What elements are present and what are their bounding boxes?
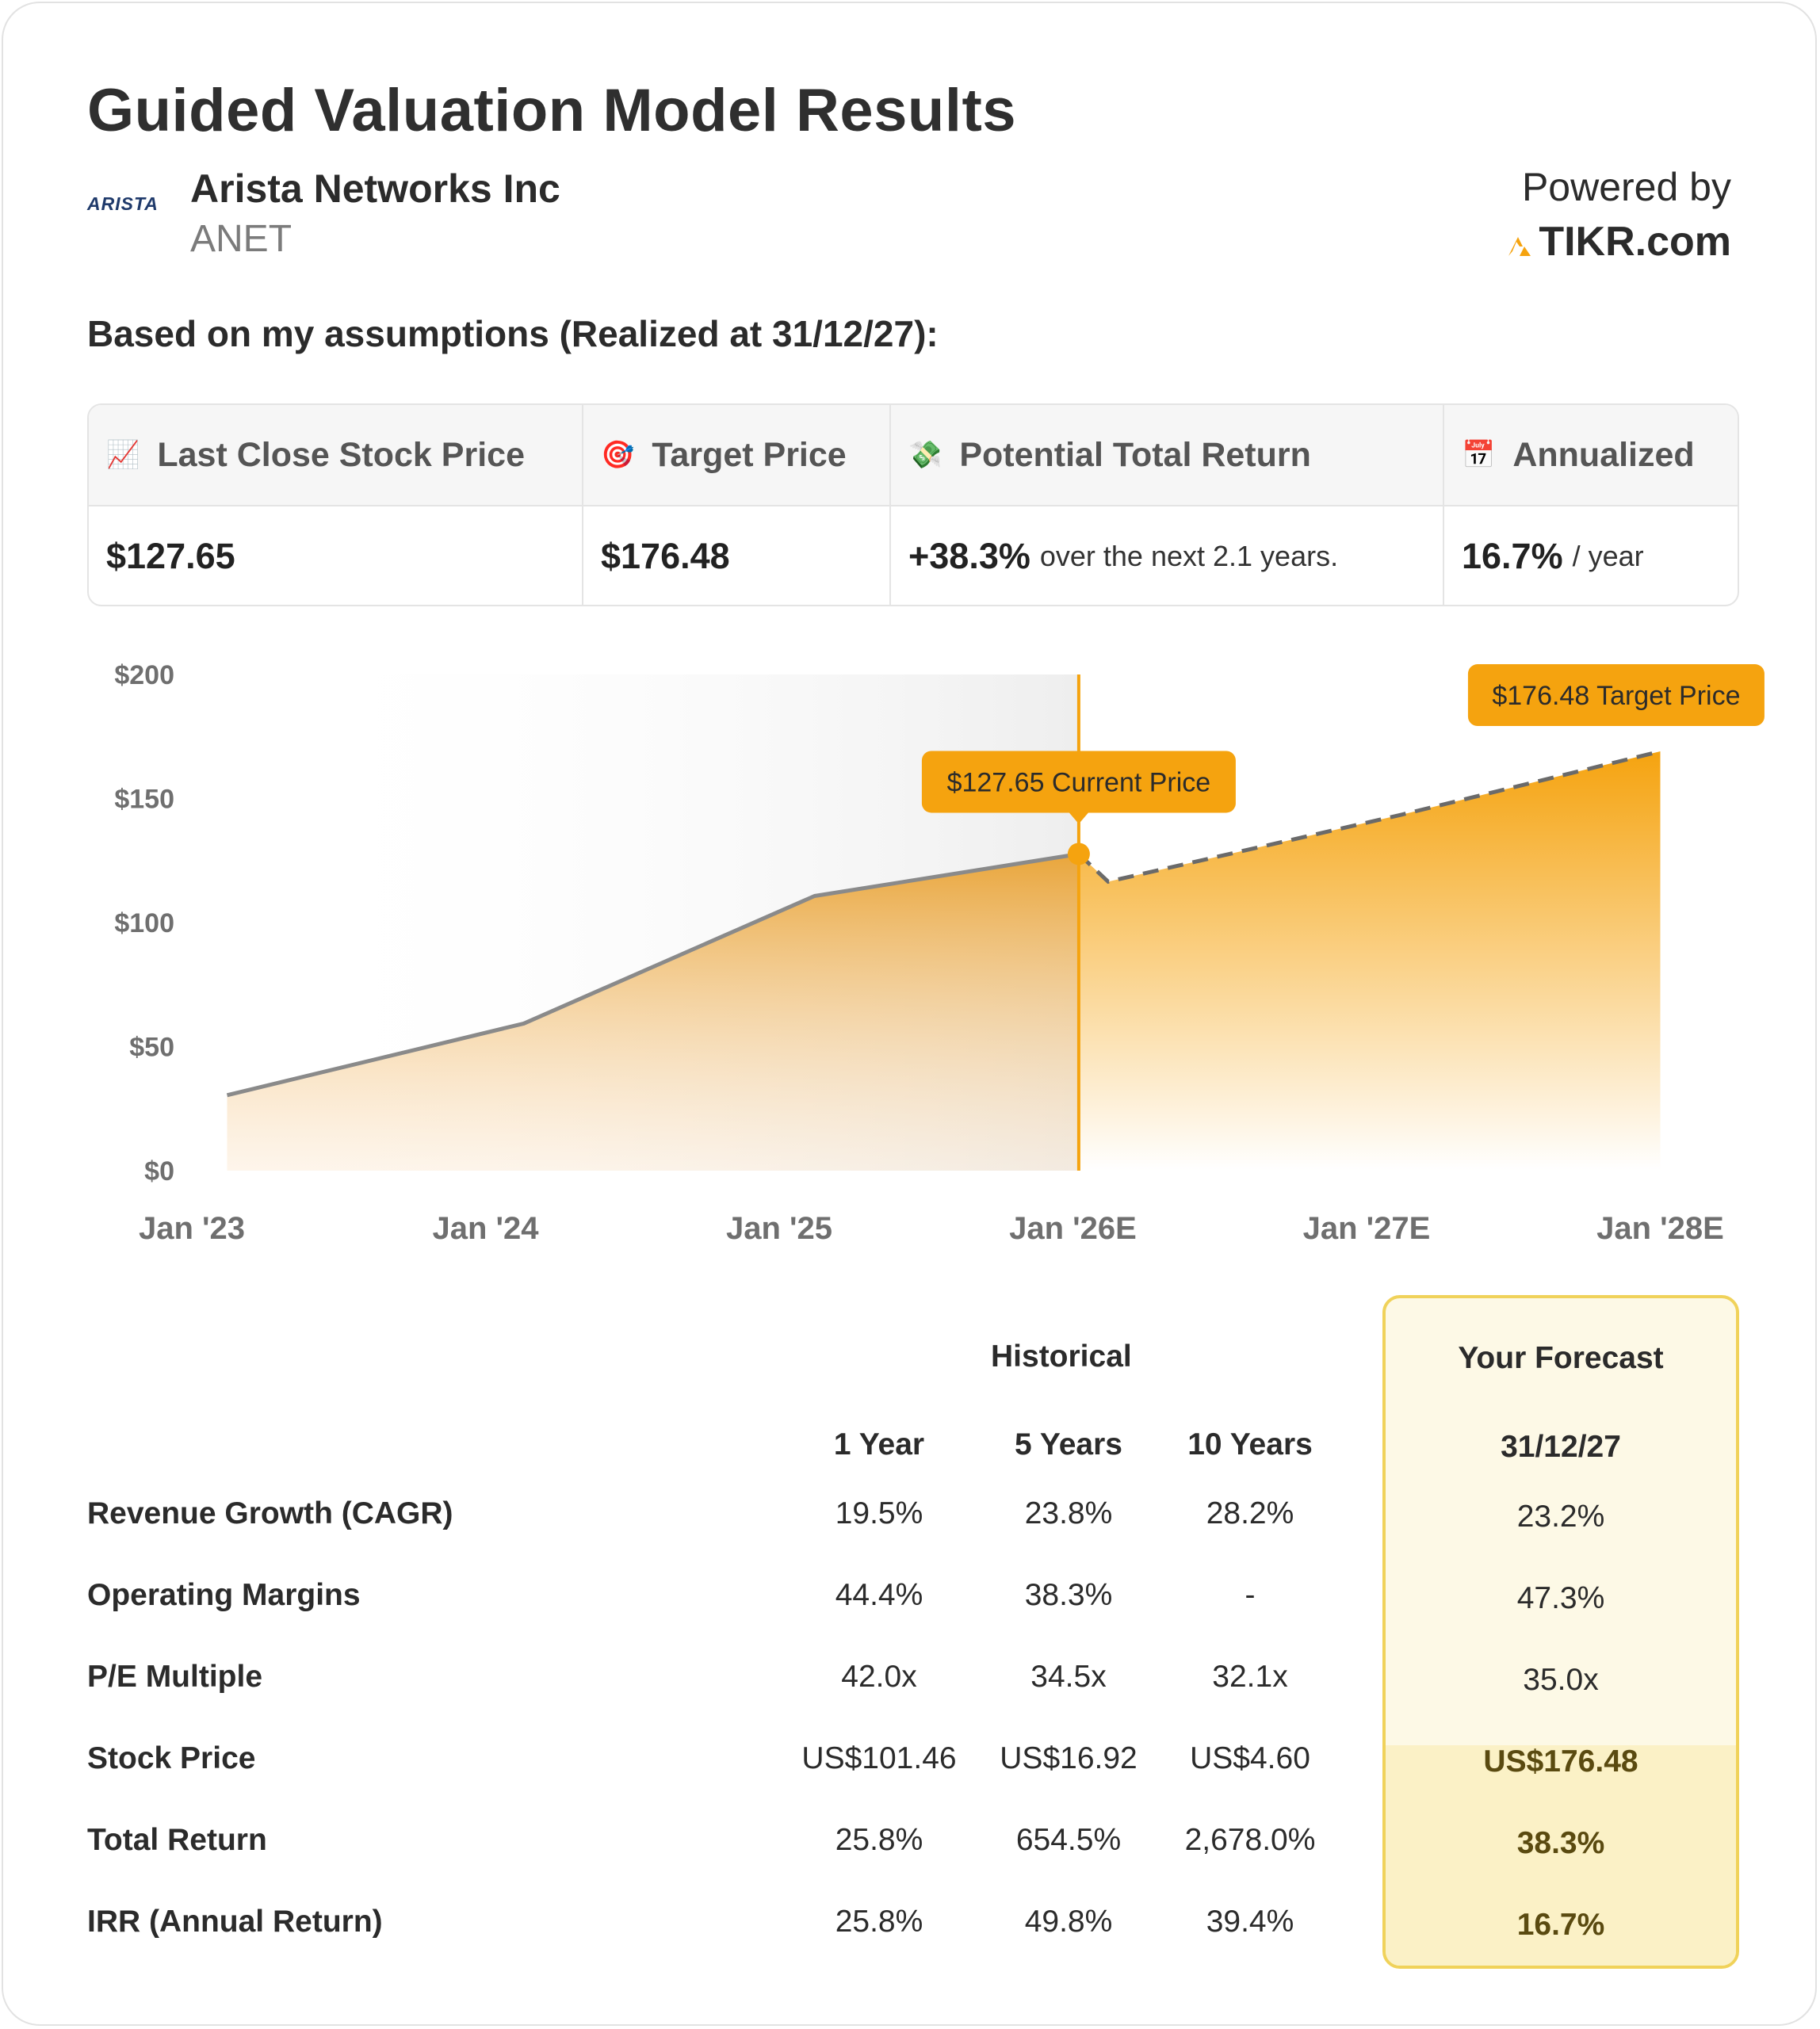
cell-pe-forecast[interactable]: 35.0x — [1523, 1663, 1599, 1697]
x-tick-label: Jan '27E — [1303, 1211, 1431, 1246]
cell-pe-1y: 42.0x — [841, 1660, 917, 1694]
col-1-year: 1 Year — [833, 1427, 925, 1462]
forecast-area — [1078, 751, 1661, 1171]
summary-value-row: $127.65 $176.48 +38.3% over the next 2.1… — [89, 506, 1738, 605]
row-label-stock-price: Stock Price — [87, 1741, 256, 1775]
row-label-revenue-growth: Revenue Growth (CAGR) — [87, 1496, 453, 1530]
arista-logo: ARISTA — [87, 193, 159, 214]
total-return-suffix: over the next 2.1 years. — [1039, 540, 1339, 572]
summary-header-target: 🎯 Target Price — [583, 405, 891, 505]
y-tick-label: $0 — [144, 1156, 174, 1186]
target-price-tooltip: $176.48 Target Price — [1467, 664, 1765, 727]
col-10-years: 10 Years — [1187, 1427, 1313, 1462]
forecast-price-line — [1077, 749, 1661, 885]
last-close-value: $127.65 — [89, 506, 583, 605]
historical-price-line — [226, 852, 1080, 1098]
cell-revenue-5y: 23.8% — [1024, 1496, 1113, 1530]
x-tick-label: Jan '25 — [726, 1211, 832, 1246]
cell-irr-1y: 25.8% — [835, 1905, 923, 1939]
cell-pe-5y: 34.5x — [1030, 1660, 1107, 1694]
current-price-point[interactable] — [1067, 843, 1090, 865]
y-tick-label: $200 — [114, 660, 174, 690]
x-tick-label: Jan '28E — [1596, 1211, 1724, 1246]
ticker-symbol: ANET — [190, 218, 292, 260]
summary-header-label: Annualized — [1512, 435, 1695, 474]
total-return-value: +38.3% — [908, 536, 1030, 576]
x-tick-label: Jan '23 — [139, 1211, 245, 1246]
target-price-label: $176.48 Target Price — [1492, 681, 1740, 711]
cell-revenue-10y: 28.2% — [1206, 1496, 1294, 1530]
calendar-icon: 📅 — [1462, 440, 1496, 470]
cell-price-1y: US$101.46 — [801, 1741, 957, 1775]
y-axis: $200 $150 $100 $50 $0 — [114, 660, 174, 1186]
total-return-cell: +38.3% over the next 2.1 years. — [891, 506, 1444, 605]
summary-header-label: Target Price — [652, 435, 847, 474]
y-tick-label: $50 — [129, 1033, 174, 1063]
current-price-tooltip-box — [921, 751, 1236, 813]
cell-return-5y: 654.5% — [1015, 1823, 1122, 1857]
tikr-brand: TIKR.com — [1539, 219, 1731, 265]
cell-return-forecast: 38.3% — [1516, 1826, 1605, 1860]
tikr-logo-icon — [1507, 220, 1532, 268]
annualized-suffix: / year — [1572, 540, 1644, 572]
cell-return-1y: 25.8% — [835, 1823, 923, 1857]
assumptions-heading: Based on my assumptions (Realized at 31/… — [87, 313, 939, 354]
price-chart: $200$150$100$50$0 Jan '23 Jan '24 Jan '25 J… — [114, 660, 1765, 1246]
annualized-value: 16.7% — [1462, 536, 1563, 576]
cell-price-5y: US$16.92 — [1000, 1741, 1138, 1775]
company-name: Arista Networks Inc — [190, 166, 560, 211]
summary-header-label: Last Close Stock Price — [157, 435, 525, 474]
forecast-header: Your Forecast — [1458, 1341, 1664, 1375]
col-forecast-date: 31/12/27 — [1501, 1430, 1621, 1464]
target-price-value: $176.48 — [583, 506, 891, 605]
money-icon: 💸 — [908, 440, 942, 470]
summary-table: 📈 Last Close Stock Price 🎯 Target Price … — [87, 403, 1739, 606]
summary-header-annualized: 📅 Annualized — [1444, 405, 1738, 505]
summary-header-last-close: 📈 Last Close Stock Price — [89, 405, 583, 505]
target-icon: 🎯 — [601, 440, 635, 470]
forecast-highlight — [1386, 1745, 1736, 1966]
cell-margins-forecast[interactable]: 47.3% — [1516, 1581, 1605, 1615]
summary-header-total-return: 💸 Potential Total Return — [891, 405, 1444, 505]
cell-irr-10y: 39.4% — [1206, 1905, 1294, 1939]
summary-header-row: 📈 Last Close Stock Price 🎯 Target Price … — [89, 405, 1738, 506]
tikr-brand-link[interactable]: TIKR.com — [1507, 218, 1731, 268]
metrics-table: Historical Your Forecast 1 Year 5 Years … — [3, 1271, 1820, 1985]
cell-pe-10y: 32.1x — [1212, 1660, 1288, 1694]
cell-irr-5y: 49.8% — [1024, 1905, 1113, 1939]
page-title: Guided Valuation Model Results — [87, 77, 1017, 144]
y-tick-label: $150 — [114, 785, 174, 815]
col-5-years: 5 Years — [1015, 1427, 1122, 1462]
cell-revenue-1y: 19.5% — [835, 1496, 923, 1530]
cell-price-10y: US$4.60 — [1190, 1741, 1310, 1775]
row-label-total-return: Total Return — [87, 1823, 267, 1857]
row-label-pe-multiple: P/E Multiple — [87, 1660, 263, 1694]
forecast-column-panel — [1382, 1295, 1739, 1969]
current-price-tooltip-arrow — [1069, 812, 1088, 824]
historical-header: Historical — [991, 1339, 1132, 1374]
powered-by-label: Powered by — [1521, 165, 1731, 209]
current-price-label: $127.65 Current Price — [947, 767, 1211, 797]
current-price-tooltip: $127.65 Current Price — [921, 751, 1236, 824]
cell-revenue-forecast[interactable]: 23.2% — [1516, 1500, 1605, 1534]
annualized-cell: 16.7% / year — [1444, 506, 1738, 605]
cell-margins-1y: 44.4% — [835, 1578, 923, 1612]
powered-by: Powered by TIKR.com — [1507, 164, 1731, 268]
row-label-operating-margins: Operating Margins — [87, 1578, 361, 1612]
chart-up-icon: 📈 — [106, 440, 140, 470]
cell-margins-10y: - — [1245, 1578, 1256, 1612]
historical-area — [227, 854, 1079, 1171]
x-tick-label: Jan '24 — [432, 1211, 539, 1246]
cell-irr-forecast: 16.7% — [1516, 1908, 1605, 1942]
summary-header-label: Potential Total Return — [959, 435, 1311, 474]
x-tick-label: Jan '26E — [1009, 1211, 1137, 1246]
y-tick-label: $100 — [114, 908, 174, 938]
target-price-tooltip-box — [1467, 664, 1765, 727]
row-label-irr: IRR (Annual Return) — [87, 1905, 383, 1939]
cell-price-forecast: US$176.48 — [1483, 1744, 1638, 1779]
cell-return-10y: 2,678.0% — [1184, 1823, 1316, 1857]
cell-margins-5y: 38.3% — [1024, 1578, 1113, 1612]
x-axis: Jan '23 Jan '24 Jan '25 Jan '26E Jan '27E Jan… — [139, 1211, 1724, 1246]
